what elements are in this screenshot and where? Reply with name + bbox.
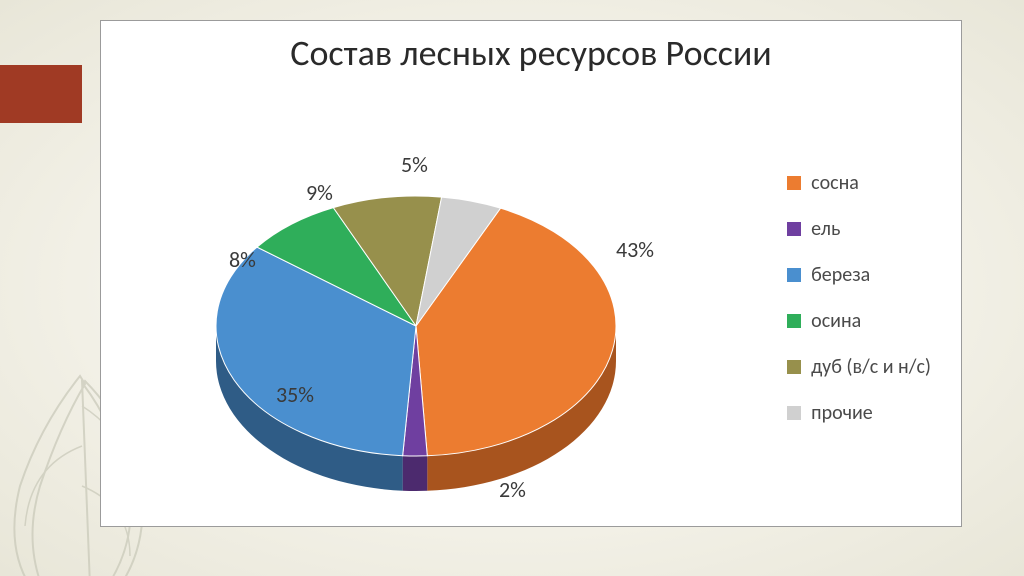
legend-item: осина	[787, 309, 931, 333]
data-label: 43%	[616, 236, 654, 263]
data-label: 9%	[306, 179, 333, 206]
slide-background: Состав лесных ресурсов России 43% 2% 35% 8%…	[0, 0, 1024, 576]
legend-label: прочие	[811, 401, 873, 425]
chart-container: Состав лесных ресурсов России 43% 2% 35% 8%…	[100, 20, 962, 527]
legend-label: сосна	[811, 171, 859, 195]
legend-swatch	[787, 176, 801, 190]
accent-bar	[0, 65, 82, 123]
chart-title: Состав лесных ресурсов России	[101, 31, 961, 75]
legend-label: дуб (в/с и н/с)	[811, 355, 931, 379]
data-label: 35%	[276, 381, 314, 408]
pie-chart	[161, 131, 661, 511]
legend-label: ель	[811, 217, 840, 241]
legend-item: прочие	[787, 401, 931, 425]
legend-swatch	[787, 406, 801, 420]
data-label: 5%	[401, 151, 428, 178]
legend-swatch	[787, 360, 801, 374]
legend-item: береза	[787, 263, 931, 287]
legend-label: осина	[811, 309, 861, 333]
legend-swatch	[787, 314, 801, 328]
legend-label: береза	[811, 263, 870, 287]
legend-swatch	[787, 268, 801, 282]
legend-item: сосна	[787, 171, 931, 195]
data-label: 8%	[229, 246, 256, 273]
legend-item: дуб (в/с и н/с)	[787, 355, 931, 379]
data-label: 2%	[499, 476, 526, 503]
legend-item: ель	[787, 217, 931, 241]
legend-swatch	[787, 222, 801, 236]
legend: сосна ель береза осина дуб (в/с и н/с) прочие	[787, 171, 931, 447]
